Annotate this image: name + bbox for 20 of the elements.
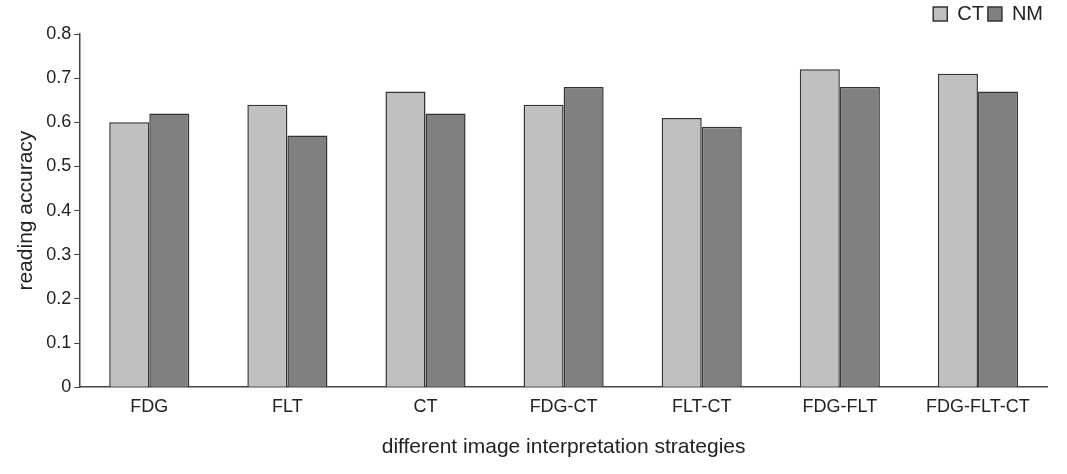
y-tick-label: 0.6 (46, 111, 72, 132)
x-tick-label: CT (413, 395, 438, 416)
y-tick-label: 0.1 (46, 332, 72, 353)
y-tick-label: 0.7 (46, 67, 72, 88)
y-axis-title: reading accuracy (13, 130, 37, 291)
legend-label: NM (1011, 1, 1044, 24)
legend-label: CT (957, 1, 984, 24)
x-tick-label: FDG-FLT (802, 395, 878, 416)
x-tick-label: FDG-CT (529, 395, 598, 416)
y-tick-label: 0 (61, 376, 72, 397)
y-tick-label: 0.8 (46, 22, 72, 43)
y-tick-label: 0.5 (46, 155, 72, 176)
y-tick-label: 0.4 (46, 199, 72, 220)
y-tick-label: 0.3 (46, 243, 72, 264)
y-tick-label: 0.2 (46, 287, 72, 308)
x-tick-label: FDG (130, 395, 169, 416)
x-tick-label: FDG-FLT-CT (926, 395, 1030, 416)
x-axis-title: different image interpretation strategies (381, 434, 746, 458)
x-tick-label: FLT (272, 395, 303, 416)
x-tick-label: FLT-CT (671, 395, 732, 416)
